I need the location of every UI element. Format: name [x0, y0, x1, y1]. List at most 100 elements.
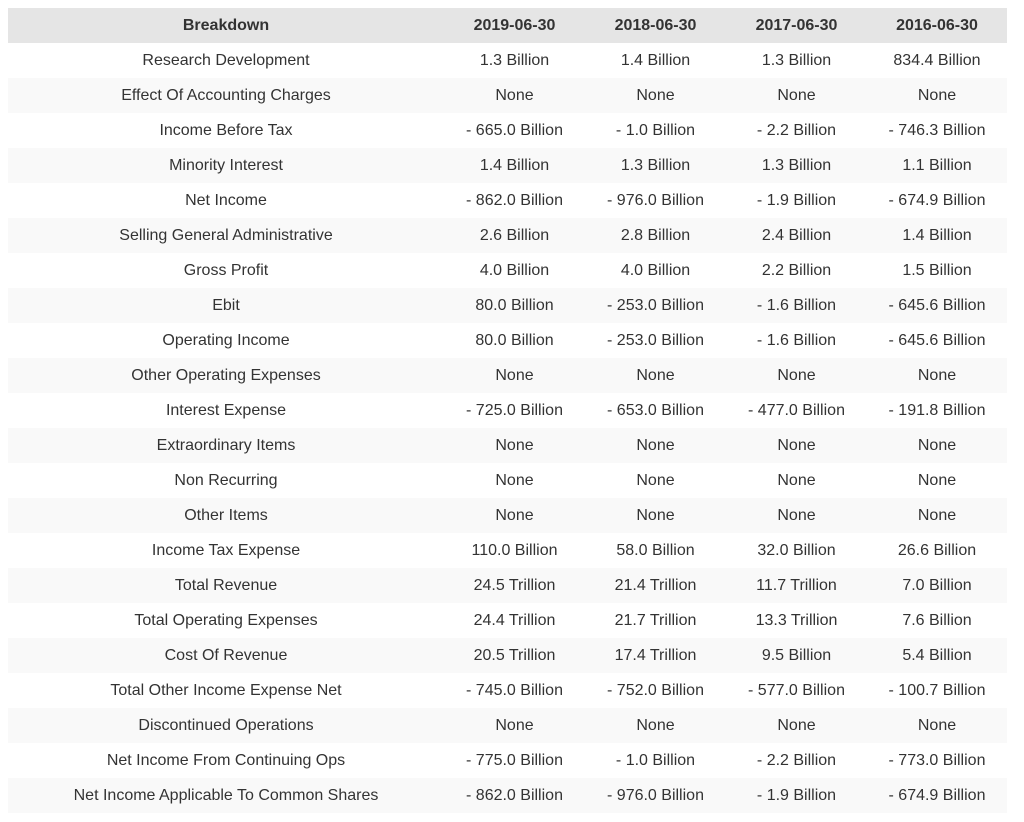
cell-2017: - 1.9 Billion [756, 786, 837, 804]
column-header-2016[interactable]: 2016-06-30 [896, 16, 978, 34]
table-row: Net Income - 862.0 Billion - 976.0 Billion… [8, 183, 1007, 218]
cell-2019: None [495, 436, 534, 454]
row-label: Operating Income [162, 331, 290, 349]
cell-2017: None [777, 471, 816, 489]
cell-2019: 2.6 Billion [479, 226, 550, 244]
row-label: Income Tax Expense [151, 541, 301, 559]
cell-2019: 24.5 Trillion [473, 576, 556, 594]
column-header-2018[interactable]: 2018-06-30 [614, 16, 697, 34]
cell-2019: - 725.0 Billion [466, 401, 563, 419]
cell-2016: 1.4 Billion [902, 226, 972, 244]
table-row: Income Before Tax - 665.0 Billion - 1.0 Bi… [8, 113, 1007, 148]
table-row: Net Income From Continuing Ops - 775.0 Bi… [8, 743, 1007, 778]
table-row: Interest Expense - 725.0 Billion - 653.0 B… [8, 393, 1007, 428]
row-label: Gross Profit [183, 261, 269, 279]
cell-2018: - 253.0 Billion [607, 296, 704, 314]
cell-2017: None [777, 436, 816, 454]
row-label: Interest Expense [165, 401, 287, 419]
cell-2016: - 746.3 Billion [888, 121, 986, 139]
row-label: Effect Of Accounting Charges [121, 86, 331, 104]
table-row: Other Operating Expenses None None None None [8, 358, 1007, 393]
cell-2019: 20.5 Trillion [473, 646, 556, 664]
cell-2017: 11.7 Trillion [756, 576, 837, 594]
cell-2016: - 645.6 Billion [888, 296, 986, 314]
table-row: Discontinued Operations None None None None [8, 708, 1007, 743]
cell-2017: None [777, 86, 816, 104]
cell-2019: - 862.0 Billion [466, 191, 563, 209]
table-row: Total Revenue 24.5 Trillion 21.4 Trillion 1… [8, 568, 1007, 603]
cell-2019: None [495, 86, 534, 104]
cell-2019: 1.3 Billion [479, 51, 550, 69]
table-row: Operating Income 80.0 Billion - 253.0 Bill… [8, 323, 1007, 358]
cell-2019: None [495, 716, 534, 734]
row-label: Net Income Applicable To Common Shares [73, 786, 379, 804]
column-header-2019[interactable]: 2019-06-30 [473, 16, 556, 34]
cell-2019: 4.0 Billion [479, 261, 550, 279]
table-row: Extraordinary Items None None None None [8, 428, 1007, 463]
cell-2016: 5.4 Billion [902, 646, 972, 664]
table-header: Breakdown 2019-06-30 2018-06-30 2017-06-… [8, 8, 1007, 43]
cell-2016: 1.1 Billion [902, 156, 972, 174]
table-row: Selling General Administrative 2.6 Billio… [8, 218, 1007, 253]
column-header-breakdown[interactable]: Breakdown [182, 16, 270, 34]
table-row: Cost Of Revenue 20.5 Trillion 17.4 Trillio… [8, 638, 1007, 673]
cell-2016: - 645.6 Billion [888, 331, 986, 349]
cell-2017: None [777, 716, 816, 734]
cell-2016: - 674.9 Billion [888, 191, 986, 209]
row-label: Cost Of Revenue [164, 646, 288, 664]
table-row: Non Recurring None None None None [8, 463, 1007, 498]
table-row: Gross Profit 4.0 Billion 4.0 Billion 2.2 Bi… [8, 253, 1007, 288]
row-label: Ebit [212, 296, 240, 314]
row-label: Non Recurring [174, 471, 278, 489]
row-label: Total Revenue [174, 576, 278, 594]
cell-2018: 58.0 Billion [616, 541, 695, 559]
cell-2019: - 665.0 Billion [466, 121, 563, 139]
table-row: Effect Of Accounting Charges None None None… [8, 78, 1007, 113]
table-row: Total Operating Expenses 24.4 Trillion 21.… [8, 603, 1007, 638]
cell-2016: None [917, 436, 957, 454]
cell-2018: None [636, 436, 675, 454]
cell-2016: - 773.0 Billion [888, 751, 986, 769]
financials-table: Breakdown 2019-06-30 2018-06-30 2017-06-… [8, 8, 1007, 813]
row-label: Net Income From Continuing Ops [106, 751, 346, 769]
cell-2019: 110.0 Billion [471, 541, 558, 559]
cell-2018: 21.4 Trillion [614, 576, 697, 594]
table-row: Research Development 1.3 Billion 1.4 Billi… [8, 43, 1007, 78]
cell-2017: None [777, 506, 816, 524]
table-row: Other Items None None None None [8, 498, 1007, 533]
cell-2019: None [495, 471, 534, 489]
row-label: Discontinued Operations [138, 716, 314, 734]
cell-2017: - 2.2 Billion [756, 751, 837, 769]
cell-2016: - 674.9 Billion [888, 786, 986, 804]
cell-2017: 2.2 Billion [761, 261, 832, 279]
cell-2019: - 745.0 Billion [466, 681, 563, 699]
cell-2019: - 862.0 Billion [466, 786, 563, 804]
cell-2017: 13.3 Trillion [755, 611, 838, 629]
cell-2017: 9.5 Billion [761, 646, 832, 664]
table-row: Minority Interest 1.4 Billion 1.3 Billion 1… [8, 148, 1007, 183]
cell-2017: - 1.6 Billion [756, 296, 837, 314]
cell-2016: None [917, 86, 957, 104]
header-row: Breakdown 2019-06-30 2018-06-30 2017-06-… [8, 8, 1007, 43]
cell-2018: 1.4 Billion [620, 51, 691, 69]
cell-2018: - 653.0 Billion [607, 401, 704, 419]
column-header-2017[interactable]: 2017-06-30 [755, 16, 838, 34]
row-label: Other Items [184, 506, 268, 524]
row-label: Other Operating Expenses [131, 366, 321, 384]
row-label: Extraordinary Items [156, 436, 296, 454]
cell-2018: None [636, 716, 675, 734]
cell-2018: - 976.0 Billion [607, 191, 704, 209]
cell-2018: - 752.0 Billion [607, 681, 704, 699]
cell-2016: - 100.7 Billion [888, 681, 986, 699]
cell-2018: 4.0 Billion [620, 261, 691, 279]
cell-2017: - 1.9 Billion [756, 191, 837, 209]
cell-2017: - 577.0 Billion [748, 681, 845, 699]
cell-2017: 2.4 Billion [761, 226, 832, 244]
cell-2018: 2.8 Billion [620, 226, 691, 244]
cell-2017: None [777, 366, 816, 384]
row-label: Total Other Income Expense Net [110, 681, 342, 699]
table-body: Research Development 1.3 Billion 1.4 Billi… [8, 43, 1007, 813]
row-label: Research Development [142, 51, 310, 69]
cell-2018: 17.4 Trillion [614, 646, 697, 664]
cell-2017: 1.3 Billion [761, 51, 832, 69]
